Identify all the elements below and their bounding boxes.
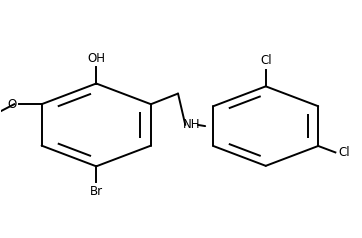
Text: NH: NH xyxy=(183,119,201,131)
Text: Br: Br xyxy=(90,185,103,198)
Text: O: O xyxy=(7,98,16,111)
Text: Cl: Cl xyxy=(260,55,272,67)
Text: OH: OH xyxy=(87,52,105,64)
Text: Cl: Cl xyxy=(338,146,350,159)
